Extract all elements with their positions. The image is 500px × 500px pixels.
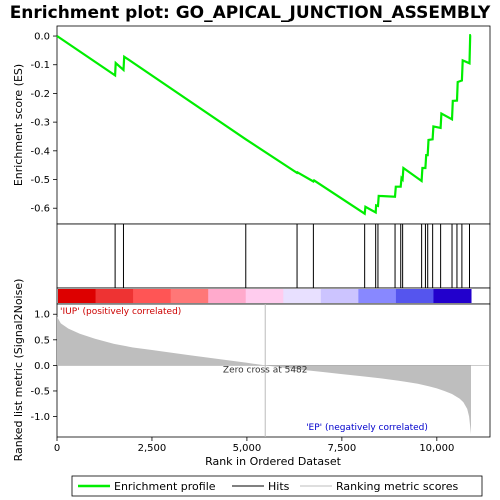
gradient-segment bbox=[133, 289, 172, 303]
es-y-tick-label: -0.5 bbox=[30, 175, 50, 186]
metric-y-ticks: 1.0 0.5 0.0 -0.5 -1.0 bbox=[30, 310, 57, 423]
gradient-segment bbox=[358, 289, 397, 303]
gradient-segment bbox=[433, 289, 472, 303]
x-tick-label: 10,000 bbox=[419, 443, 454, 454]
metric-y-tick-label: 1.0 bbox=[34, 310, 50, 321]
x-axis-label: Rank in Ordered Dataset bbox=[205, 455, 342, 468]
legend-frame bbox=[71, 475, 483, 497]
gradient-segment bbox=[245, 289, 284, 303]
gradient-segment bbox=[58, 289, 97, 303]
metric-y-tick-label: -0.5 bbox=[30, 386, 50, 397]
x-tick-label: 2,500 bbox=[138, 443, 167, 454]
es-y-ticks: 0.0 -0.1 -0.2 -0.3 -0.4 -0.5 -0.6 bbox=[30, 32, 57, 215]
gradient-segment bbox=[95, 289, 134, 303]
legend-label-profile: Enrichment profile bbox=[114, 480, 216, 493]
ranking-metric-area bbox=[57, 316, 471, 435]
es-y-tick-label: 0.0 bbox=[34, 32, 50, 43]
metric-panel: 'IUP' (positively correlated) 'EP' (nega… bbox=[12, 279, 491, 468]
gradient-segment bbox=[395, 289, 434, 303]
enrichment-profile-line bbox=[56, 34, 472, 216]
hits-panel bbox=[56, 223, 491, 289]
x-tick-label: 7,500 bbox=[328, 443, 357, 454]
es-y-tick-label: -0.2 bbox=[30, 89, 50, 100]
legend: Enrichment profile Hits Ranking metric s… bbox=[71, 475, 483, 497]
positive-correlation-label: 'IUP' (positively correlated) bbox=[60, 307, 181, 317]
x-tick-label: 5,000 bbox=[233, 443, 262, 454]
legend-label-hits: Hits bbox=[268, 480, 290, 493]
hits-panel-frame bbox=[56, 223, 491, 289]
zero-cross-label: Zero cross at 5482 bbox=[223, 365, 308, 375]
metric-y-axis-label: Ranked list metric (Signal2Noise) bbox=[12, 279, 25, 462]
es-y-tick-label: -0.1 bbox=[30, 60, 50, 71]
es-panel: 0.0 -0.1 -0.2 -0.3 -0.4 -0.5 -0.6 Enrichment s… bbox=[12, 25, 491, 225]
metric-y-tick-label: 0.0 bbox=[34, 361, 50, 372]
rank-gradient-bar bbox=[56, 287, 491, 305]
gradient-segments bbox=[58, 289, 472, 303]
gradient-segment bbox=[208, 289, 247, 303]
gradient-segment bbox=[283, 289, 322, 303]
es-y-tick-label: -0.3 bbox=[30, 118, 50, 129]
es-y-tick-label: -0.6 bbox=[30, 204, 50, 215]
es-y-tick-label: -0.4 bbox=[30, 146, 50, 157]
negative-correlation-label: 'EP' (negatively correlated) bbox=[306, 423, 428, 433]
x-ticks: 0 2,500 5,000 7,500 10,000 bbox=[54, 437, 454, 454]
metric-y-tick-label: 0.5 bbox=[34, 335, 50, 346]
x-tick-label: 0 bbox=[54, 443, 60, 454]
es-panel-frame bbox=[56, 25, 491, 225]
hit-markers bbox=[114, 224, 470, 288]
gradient-segment bbox=[320, 289, 359, 303]
metric-y-tick-label: -1.0 bbox=[30, 412, 50, 423]
chart-title: Enrichment plot: GO_APICAL_JUNCTION_ASSE… bbox=[10, 3, 491, 23]
gradient-segment bbox=[170, 289, 209, 303]
legend-label-metric: Ranking metric scores bbox=[336, 480, 458, 493]
es-y-axis-label: Enrichment score (ES) bbox=[12, 64, 25, 186]
